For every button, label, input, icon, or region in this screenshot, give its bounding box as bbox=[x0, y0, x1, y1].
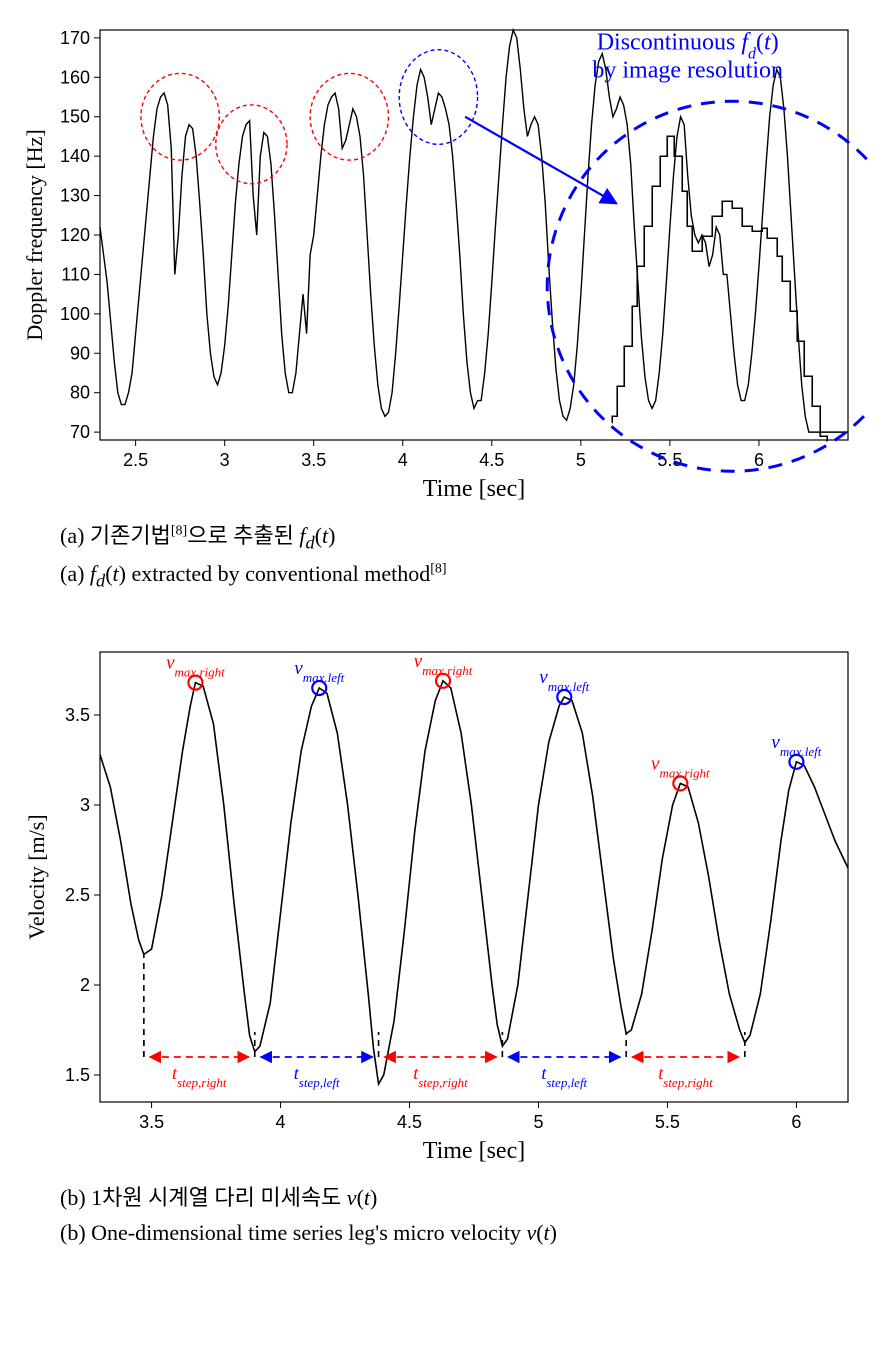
x-axis-label: Time [sec] bbox=[423, 476, 525, 502]
annotation-line2: by image resolution bbox=[592, 58, 783, 84]
svg-text:3.5: 3.5 bbox=[139, 1112, 164, 1132]
svg-text:170: 170 bbox=[60, 28, 90, 48]
svg-text:5.5: 5.5 bbox=[655, 1112, 680, 1132]
caption-a-en: (a) fd(t) extracted by conventional meth… bbox=[60, 561, 868, 591]
caption-b-en: (b) One-dimensional time series leg's mi… bbox=[60, 1220, 868, 1246]
svg-text:6: 6 bbox=[754, 450, 764, 470]
svg-text:3: 3 bbox=[80, 795, 90, 815]
svg-text:120: 120 bbox=[60, 225, 90, 245]
caption-a-kr: (a) 기존기법[8]으로 추출된 fd(t) bbox=[60, 518, 868, 553]
caption-b-kr: (b) 1차원 시계열 다리 미세속도 v(t) bbox=[60, 1180, 868, 1212]
svg-text:5: 5 bbox=[576, 450, 586, 470]
chart-a-svg: 2.5 3 3.5 4 4.5 5 5.5 6 70 80 90 100 110 120 130 140 150… bbox=[20, 20, 868, 510]
svg-text:4: 4 bbox=[276, 1112, 286, 1132]
svg-text:5: 5 bbox=[533, 1112, 543, 1132]
svg-text:3: 3 bbox=[220, 450, 230, 470]
svg-text:110: 110 bbox=[61, 264, 90, 284]
y-axis-label: Doppler frequency [Hz] bbox=[22, 129, 47, 340]
svg-text:3.5: 3.5 bbox=[301, 450, 326, 470]
svg-text:150: 150 bbox=[60, 107, 90, 127]
svg-text:2.5: 2.5 bbox=[65, 885, 90, 905]
svg-text:100: 100 bbox=[60, 304, 90, 324]
chart-b-container: 3.544.555.561.522.533.5tstep,righttstep,… bbox=[20, 632, 868, 1172]
y-axis-label: Velocity [m/s] bbox=[24, 814, 49, 939]
svg-text:4.5: 4.5 bbox=[397, 1112, 422, 1132]
svg-text:90: 90 bbox=[70, 343, 90, 363]
svg-text:3.5: 3.5 bbox=[65, 705, 90, 725]
svg-text:2: 2 bbox=[80, 975, 90, 995]
svg-text:2.5: 2.5 bbox=[123, 450, 148, 470]
x-axis-label: Time [sec] bbox=[423, 1138, 525, 1164]
svg-text:70: 70 bbox=[70, 422, 90, 442]
svg-text:5.5: 5.5 bbox=[657, 450, 682, 470]
svg-text:160: 160 bbox=[60, 67, 90, 87]
svg-text:140: 140 bbox=[60, 146, 90, 166]
svg-text:6: 6 bbox=[791, 1112, 801, 1132]
svg-text:80: 80 bbox=[70, 383, 90, 403]
svg-text:1.5: 1.5 bbox=[65, 1065, 90, 1085]
svg-text:130: 130 bbox=[60, 186, 90, 206]
svg-text:4: 4 bbox=[398, 450, 408, 470]
chart-a-container: 2.5 3 3.5 4 4.5 5 5.5 6 70 80 90 100 110 120 130 140 150… bbox=[20, 20, 868, 510]
svg-text:4.5: 4.5 bbox=[479, 450, 504, 470]
chart-b-svg: 3.544.555.561.522.533.5tstep,righttstep,… bbox=[20, 632, 868, 1172]
